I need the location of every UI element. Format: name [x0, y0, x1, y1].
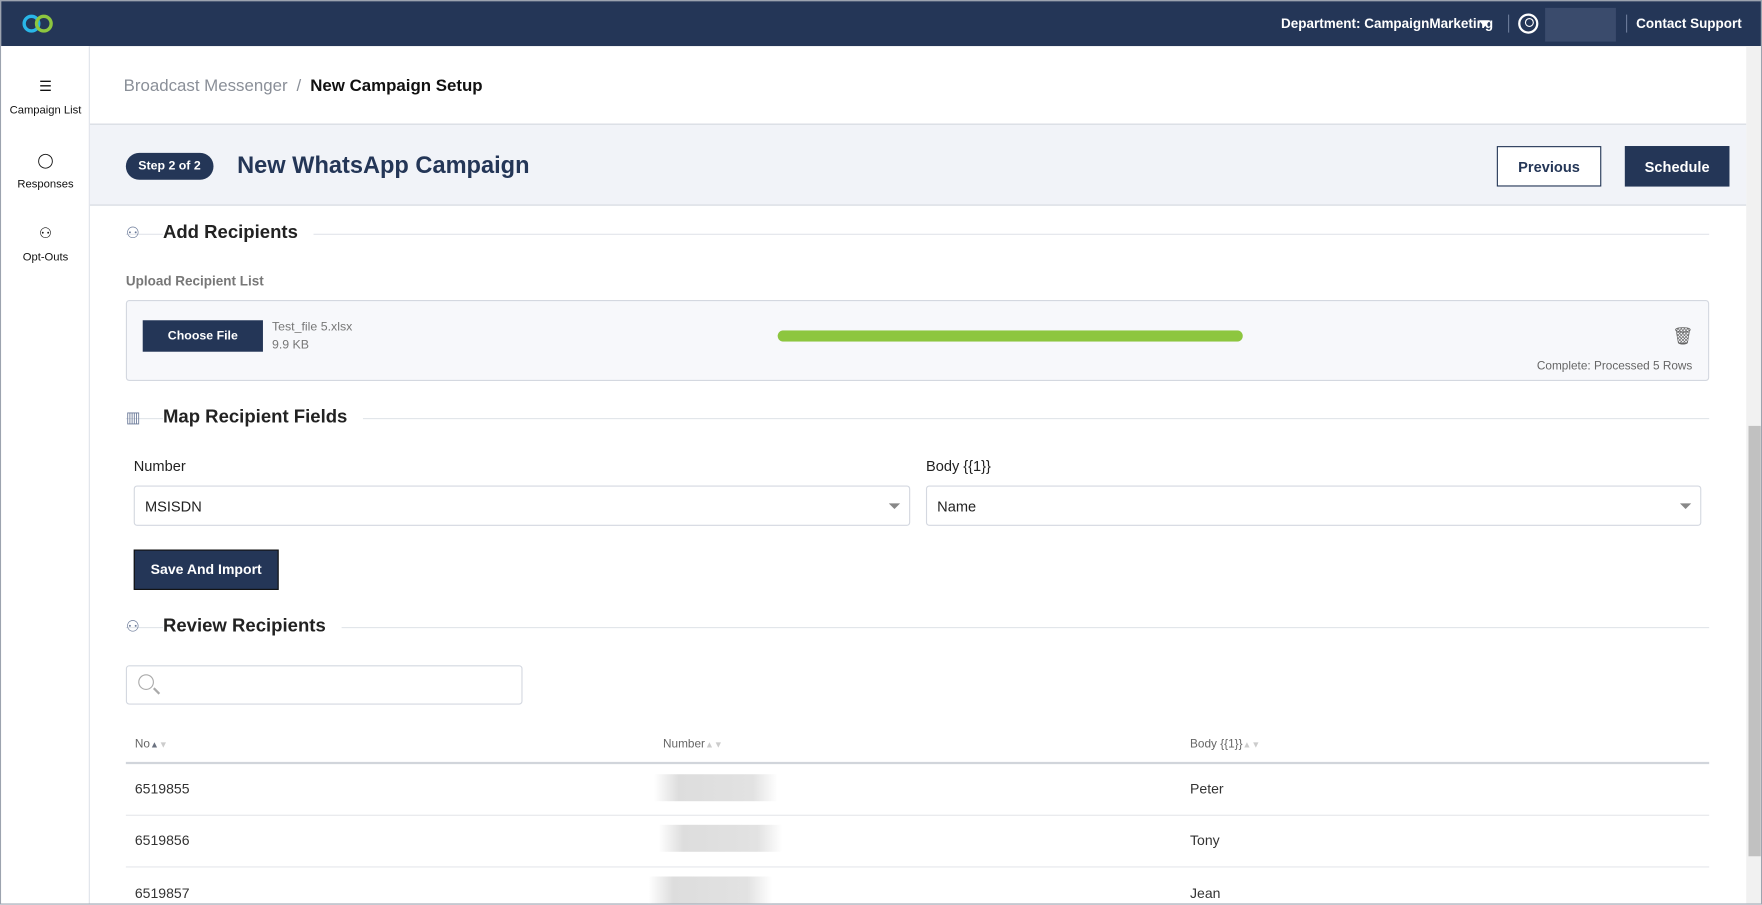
- sidebar-item-label: Campaign List: [9, 104, 82, 117]
- review-recipients-section: ⚇ Review Recipients: [125, 615, 1710, 638]
- save-and-import-button[interactable]: Save And Import: [133, 549, 279, 590]
- contact-support-link[interactable]: Contact Support: [1636, 15, 1742, 32]
- user-check-icon: ⚇: [125, 616, 140, 635]
- number-label: Number: [133, 457, 186, 475]
- department-selector[interactable]: Department: CampaignMarketing: [1281, 15, 1494, 32]
- map-icon: ▥: [125, 407, 141, 426]
- breadcrumb-separator: /: [296, 76, 302, 96]
- chevron-down-icon: [888, 503, 901, 510]
- breadcrumb-current: New Campaign Setup: [310, 76, 483, 96]
- cell-no: 6519856: [134, 832, 190, 849]
- sidebar-item-campaign-list[interactable]: ☰ Campaign List: [1, 78, 90, 117]
- row-divider: [125, 814, 1710, 816]
- body-select[interactable]: Name: [925, 485, 1702, 526]
- cell-no: 6519857: [134, 885, 190, 902]
- step-badge: Step 2 of 2: [125, 152, 214, 180]
- breadcrumb: Broadcast Messenger / New Campaign Setup: [124, 76, 483, 95]
- column-header-no[interactable]: No▲▼: [134, 737, 168, 751]
- cell-body: Jean: [1190, 885, 1221, 902]
- cell-no: 6519855: [134, 780, 190, 797]
- list-icon: ☰: [38, 77, 53, 95]
- scrollbar-thumb[interactable]: [1748, 425, 1761, 857]
- sidebar-item-label: Responses: [17, 178, 74, 192]
- file-size: 9.9 KB: [271, 338, 310, 352]
- body-label: Body {{1}}: [925, 457, 991, 475]
- row-divider: [125, 866, 1710, 868]
- sort-icon[interactable]: ▲▼: [149, 739, 168, 750]
- breadcrumb-parent[interactable]: Broadcast Messenger: [123, 76, 288, 96]
- add-recipients-section: ⚇ Add Recipients: [125, 222, 1710, 244]
- body-select-value: Name: [937, 497, 977, 515]
- top-bar: Department: CampaignMarketing Contact Su…: [1, 1, 1761, 47]
- chat-bubble-icon: ◯: [37, 151, 54, 169]
- map-fields-section: ▥ Map Recipient Fields: [125, 406, 1710, 429]
- cell-body: Tony: [1190, 832, 1220, 849]
- column-header-number[interactable]: Number▲▼: [662, 737, 723, 751]
- file-name: Test_file 5.xlsx: [271, 320, 353, 334]
- masked-number: [654, 774, 778, 802]
- upload-progress-bar: [777, 330, 1243, 342]
- sidebar-item-opt-outs[interactable]: ⚇ Opt-Outs: [1, 225, 90, 264]
- section-heading: Review Recipients: [162, 615, 342, 638]
- sidebar-item-label: Opt-Outs: [22, 251, 69, 265]
- page-title: New WhatsApp Campaign: [237, 152, 530, 179]
- divider: [1508, 14, 1510, 33]
- schedule-button[interactable]: Schedule: [1624, 146, 1730, 187]
- number-select[interactable]: MSISDN: [133, 485, 911, 526]
- user-plus-icon: ⚇: [125, 223, 140, 242]
- trash-icon[interactable]: 🗑: [1672, 327, 1694, 347]
- number-select-value: MSISDN: [144, 497, 202, 515]
- search-input[interactable]: [125, 665, 523, 705]
- sidebar: ☰ Campaign List ◯ Responses ⚇ Opt-Outs: [1, 46, 90, 904]
- sidebar-item-responses[interactable]: ◯ Responses: [1, 152, 90, 191]
- masked-number: [648, 876, 772, 904]
- user-x-icon: ⚇: [38, 224, 53, 242]
- upload-box: Choose File Test_file 5.xlsx 9.9 KB 🗑 Co…: [125, 300, 1710, 381]
- scrollbar[interactable]: [1746, 46, 1761, 904]
- upload-label: Upload Recipient List: [125, 273, 264, 289]
- logo-icon[interactable]: [21, 13, 55, 33]
- column-header-body[interactable]: Body {{1}}▲▼: [1190, 737, 1261, 751]
- chevron-down-icon: [1679, 503, 1692, 510]
- previous-button[interactable]: Previous: [1496, 146, 1602, 187]
- choose-file-button[interactable]: Choose File: [142, 320, 263, 352]
- progress-fill: [777, 330, 1243, 342]
- header-divider: [125, 761, 1710, 765]
- sort-icon[interactable]: ▲▼: [1242, 739, 1261, 750]
- chevron-down-icon[interactable]: [1478, 20, 1491, 27]
- divider: [1626, 14, 1628, 33]
- section-heading: Add Recipients: [162, 222, 314, 244]
- campaign-header: Step 2 of 2 New WhatsApp Campaign Previo…: [89, 123, 1747, 206]
- sort-icon[interactable]: ▲▼: [704, 739, 723, 750]
- search-icon: [138, 674, 154, 690]
- masked-number: [658, 824, 783, 852]
- section-heading: Map Recipient Fields: [162, 406, 364, 429]
- cell-body: Peter: [1190, 780, 1224, 797]
- user-account-icon[interactable]: [1518, 13, 1539, 34]
- upload-status: Complete: Processed 5 Rows: [1536, 359, 1693, 374]
- user-name-masked: [1545, 7, 1616, 42]
